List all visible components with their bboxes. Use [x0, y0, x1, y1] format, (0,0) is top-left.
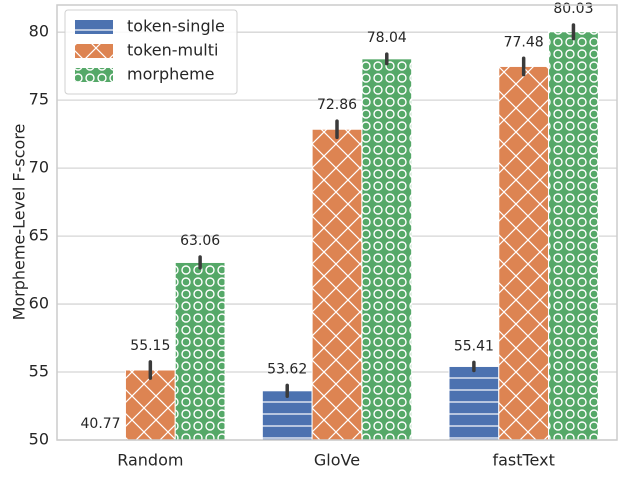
value-label: 55.41 — [454, 338, 494, 354]
plot-frame — [56, 4, 618, 441]
value-label: 55.15 — [130, 338, 170, 354]
x-tick-label: Random — [117, 451, 183, 470]
bar-group — [124, 360, 176, 440]
value-label: 40.77 — [81, 416, 121, 432]
bar-hatch — [124, 369, 176, 440]
y-tick-label: 50 — [29, 430, 49, 449]
value-label: 77.48 — [504, 34, 544, 50]
bar-hatch — [448, 365, 500, 440]
legend-swatch-hatch — [75, 20, 113, 34]
legend-swatch-hatch — [75, 68, 113, 82]
legend-label: token-single — [127, 17, 225, 36]
y-tick-label: 70 — [29, 158, 49, 177]
x-tick-label: GloVe — [314, 451, 360, 470]
bar-group — [448, 360, 500, 440]
legend-label: token-multi — [127, 41, 218, 60]
y-axis-label: Morpheme-Level F-score — [10, 124, 29, 321]
bar-hatch — [261, 390, 313, 440]
value-label: 78.04 — [367, 30, 407, 46]
bar-group — [498, 56, 550, 440]
value-label: 63.06 — [180, 233, 220, 249]
value-label: 80.03 — [553, 1, 593, 17]
value-label: 53.62 — [267, 361, 307, 377]
y-tick-label: 55 — [29, 362, 49, 381]
bar-hatch — [311, 128, 363, 440]
y-tick-label: 60 — [29, 294, 49, 313]
bar-group — [548, 23, 599, 440]
bar-hatch — [174, 261, 226, 440]
bar-group — [361, 52, 413, 440]
legend-swatch-hatch — [75, 44, 113, 58]
x-tick-label: fastText — [492, 451, 554, 470]
value-label: 72.86 — [317, 97, 357, 113]
bar-group — [261, 383, 313, 440]
y-tick-label: 65 — [29, 226, 49, 245]
bar-hatch — [361, 58, 413, 440]
bar-group — [174, 255, 226, 440]
bar-hatch — [498, 65, 550, 440]
legend-label: morpheme — [127, 65, 215, 84]
bar-group — [311, 119, 363, 440]
y-tick-label: 75 — [29, 90, 49, 109]
y-tick-label: 80 — [29, 22, 49, 41]
bar-hatch — [548, 31, 599, 440]
